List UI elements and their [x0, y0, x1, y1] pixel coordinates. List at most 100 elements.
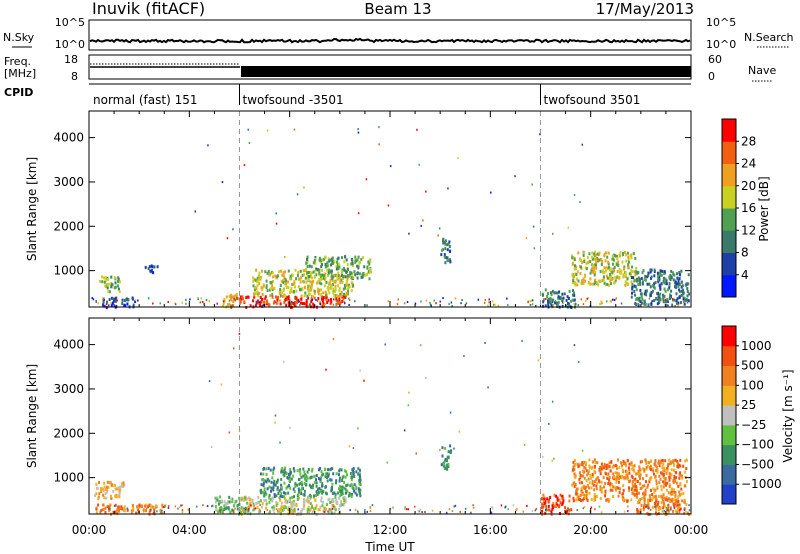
data-cell: [641, 301, 644, 305]
data-cell: [296, 483, 299, 487]
data-cell: [650, 488, 652, 492]
data-cell: [318, 268, 321, 272]
data-cell: [629, 254, 632, 258]
data-cell: [535, 507, 538, 510]
data-cell: [530, 299, 532, 302]
data-cell: [596, 476, 599, 480]
data-cell: [580, 259, 582, 263]
data-cell: [219, 495, 222, 499]
data-cell: [124, 304, 127, 308]
data-cell: [284, 492, 287, 496]
data-cell: [663, 496, 666, 500]
data-cell: [253, 507, 256, 511]
data-cell: [331, 283, 334, 286]
data-cell: [262, 482, 265, 485]
data-cell: [442, 462, 445, 466]
data-cell: [256, 501, 259, 505]
data-cell: [620, 269, 623, 273]
data-cell: [584, 461, 587, 465]
data-cell: [106, 283, 108, 287]
data-cell: [544, 506, 546, 509]
data-cell: [330, 511, 333, 515]
data-cell: [327, 298, 330, 302]
data-cell: [241, 295, 244, 299]
data-cell: [631, 480, 634, 484]
data-cell: [678, 473, 681, 477]
data-cell: [622, 484, 625, 488]
data-cell: [268, 479, 271, 483]
data-cell: [602, 466, 605, 470]
data-cell: [348, 283, 350, 287]
data-cell: [430, 304, 432, 307]
data-cell: [303, 470, 306, 474]
data-cell: [684, 298, 687, 302]
data-cell: [659, 296, 661, 300]
data-cell: [663, 510, 666, 513]
data-cell: [131, 511, 133, 514]
data-cell: [652, 487, 655, 491]
data-cell: [112, 510, 115, 514]
data-cell: [205, 299, 208, 302]
data-cell: [688, 292, 691, 296]
colorbar-segment: [722, 424, 736, 446]
data-cell: [620, 461, 622, 465]
colorbar-segment: [722, 274, 736, 298]
data-cell: [630, 295, 633, 299]
data-cell: [231, 500, 234, 503]
data-cell: [236, 504, 239, 508]
data-cell: [344, 255, 347, 259]
data-cell: [624, 462, 627, 466]
data-cell: [648, 282, 651, 286]
data-cell: [653, 299, 656, 302]
data-cell: [645, 465, 648, 469]
data-cell: [662, 279, 665, 283]
data-cell: [594, 460, 597, 464]
data-cell: [266, 289, 269, 292]
data-cell: [298, 300, 300, 303]
data-cell: [331, 492, 334, 496]
data-cell: [273, 286, 276, 290]
data-cell: [259, 509, 262, 513]
data-cell: [358, 468, 361, 472]
data-cell: [657, 298, 659, 301]
data-cell: [444, 447, 447, 450]
data-cell: [668, 475, 671, 479]
data-cell: [355, 485, 358, 489]
data-cell: [289, 470, 292, 474]
data-cell: [114, 484, 116, 487]
data-cell: [98, 480, 100, 484]
data-cell: [357, 255, 360, 259]
data-cell: [357, 467, 360, 471]
data-cell: [643, 504, 646, 507]
data-cell: [354, 491, 357, 495]
data-cell: [425, 190, 427, 193]
data-cell: [639, 288, 642, 292]
data-cell: [339, 486, 342, 490]
data-cell: [117, 505, 120, 509]
data-cell: [329, 501, 332, 504]
colorbar-segment: [722, 484, 736, 505]
data-cell: [307, 500, 310, 504]
data-cell: [578, 481, 581, 485]
data-cell: [631, 491, 634, 495]
data-cell: [225, 295, 228, 299]
data-cell: [614, 254, 617, 258]
data-cell: [203, 302, 205, 305]
data-cell: [594, 281, 597, 285]
data-cell: [117, 287, 120, 291]
data-cell: [292, 474, 295, 478]
data-cell: [680, 474, 683, 478]
data-cell: [551, 506, 554, 510]
data-cell: [635, 303, 638, 306]
data-cell: [641, 271, 644, 275]
data-cell: [331, 277, 334, 281]
data-cell: [419, 344, 422, 347]
data-cell: [523, 443, 526, 446]
data-cell: [442, 241, 445, 245]
data-cell: [367, 260, 370, 264]
data-cell: [666, 469, 669, 473]
data-cell: [366, 510, 368, 513]
data-cell: [249, 304, 252, 308]
data-cell: [336, 299, 338, 302]
colorbar-tick-label: 4: [741, 268, 749, 282]
